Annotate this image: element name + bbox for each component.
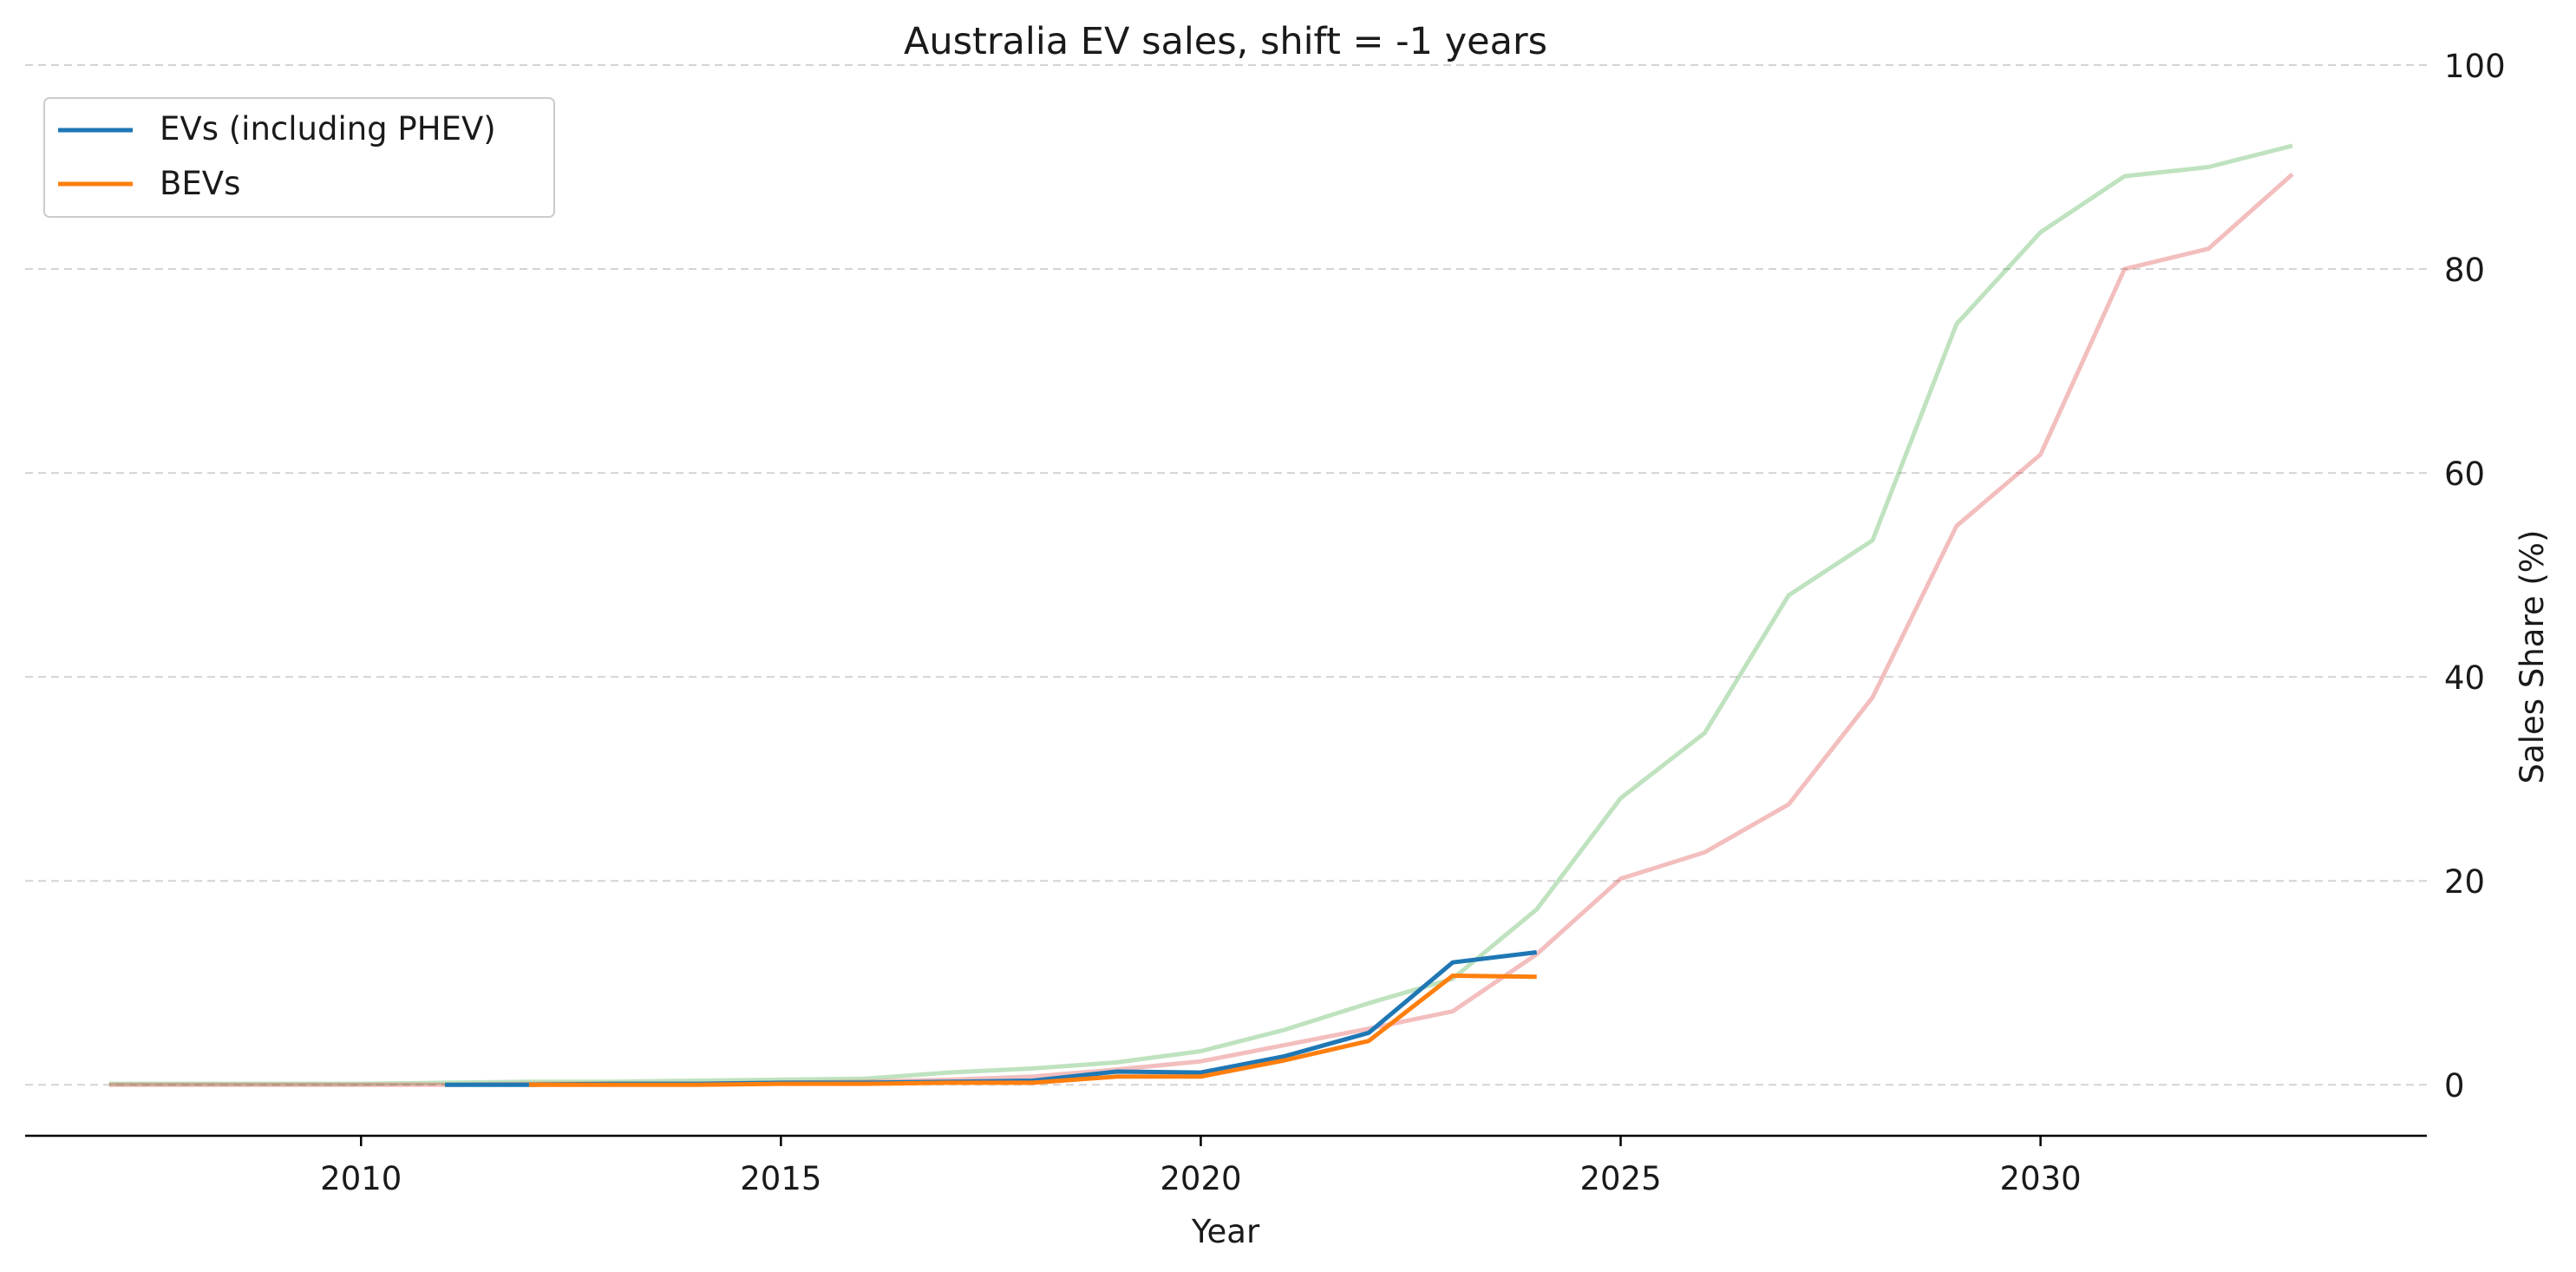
x-axis-label: Year bbox=[1191, 1213, 1260, 1250]
y-tick-label: 0 bbox=[2444, 1067, 2465, 1105]
x-tick-label: 2015 bbox=[740, 1160, 821, 1197]
x-tick-label: 2020 bbox=[1160, 1160, 1241, 1197]
y-tick-label: 80 bbox=[2444, 252, 2485, 289]
legend-frame bbox=[43, 97, 555, 218]
y-tick-label: 100 bbox=[2444, 48, 2506, 85]
x-tick-label: 2025 bbox=[1579, 1160, 1661, 1197]
y-axis-ticks: 0 20 40 60 80 100 bbox=[2444, 48, 2506, 1105]
series-line-bevs bbox=[528, 974, 1537, 1087]
series-lines bbox=[108, 143, 2294, 1087]
legend-label-bevs: BEVs bbox=[160, 165, 240, 202]
legend-label-evs: EVs (including PHEV) bbox=[160, 110, 496, 148]
y-tick-label: 60 bbox=[2444, 456, 2485, 493]
y-axis-label: Sales Share (%) bbox=[2514, 530, 2551, 784]
chart-title: Australia EV sales, shift = -1 years bbox=[904, 20, 1547, 63]
series-line-2 bbox=[108, 143, 2293, 1086]
y-tick-label: 40 bbox=[2444, 659, 2485, 697]
gridlines bbox=[25, 64, 2427, 1086]
y-tick-label: 20 bbox=[2444, 863, 2485, 901]
x-tick-label: 2010 bbox=[320, 1160, 402, 1197]
x-axis-ticks: 2010 2015 2020 2025 2030 bbox=[320, 1136, 2082, 1197]
legend: EVs (including PHEV) BEVs bbox=[43, 97, 555, 218]
x-tick-label: 2030 bbox=[2000, 1160, 2082, 1197]
